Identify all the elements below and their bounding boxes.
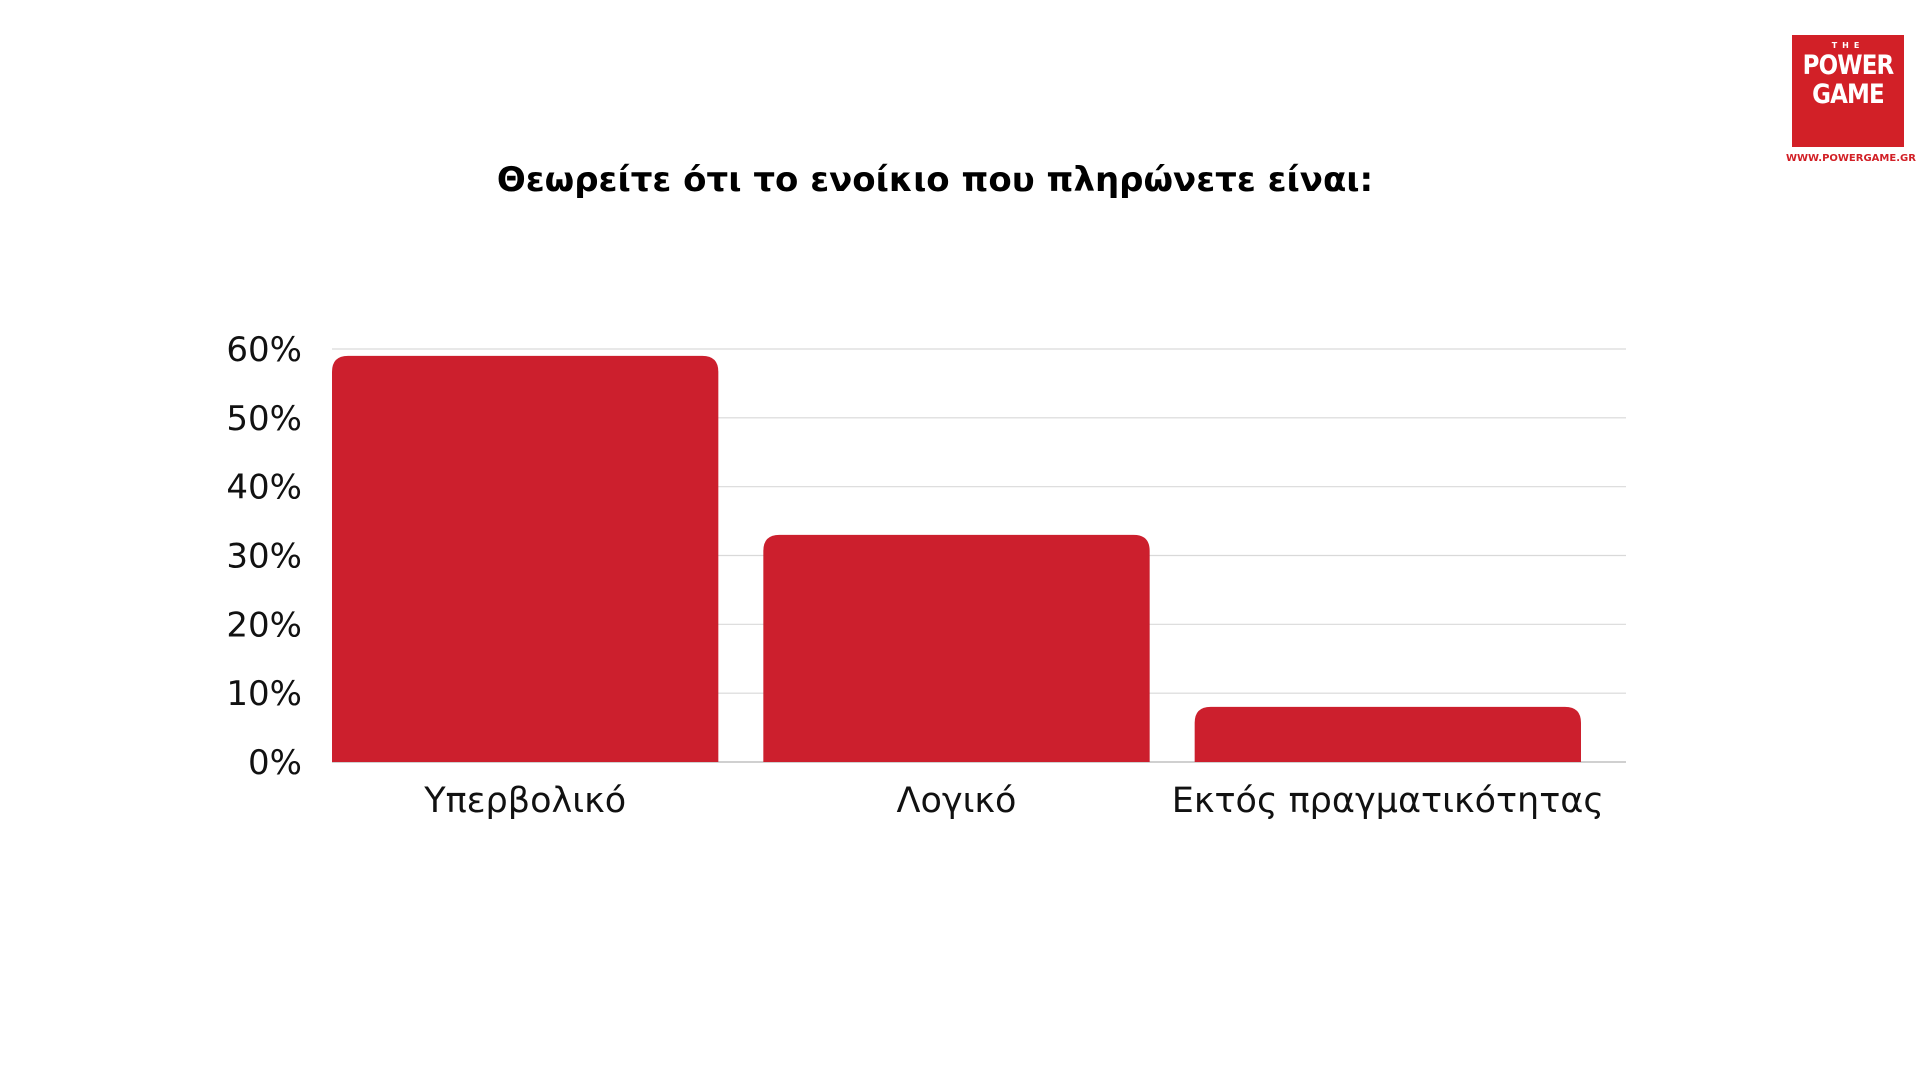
y-tick-label: 10% bbox=[226, 674, 302, 714]
y-tick-label: 20% bbox=[226, 605, 302, 645]
logo-url: WWW.POWERGAME.GR bbox=[1786, 153, 1916, 164]
bar-3 bbox=[1194, 706, 1581, 762]
y-tick-label: 40% bbox=[226, 468, 302, 508]
chart-title: Θεωρείτε ότι το ενοίκιο που πληρώνετε εί… bbox=[496, 160, 1374, 200]
x-category-label: Υπερβολικό bbox=[423, 781, 626, 821]
logo-game-text: GAME bbox=[1812, 79, 1885, 110]
y-tick-label: 30% bbox=[226, 537, 302, 577]
power-game-logo: THE POWER GAME bbox=[1792, 35, 1904, 147]
y-tick-label: 0% bbox=[248, 743, 302, 783]
logo-the-text: THE bbox=[1831, 41, 1865, 50]
x-category-label: Λογικό bbox=[897, 781, 1017, 821]
x-category-label: Εκτός πραγματικότητας bbox=[1172, 781, 1604, 821]
logo-power-text: POWER bbox=[1802, 50, 1895, 81]
y-tick-label: 50% bbox=[226, 399, 302, 439]
y-tick-label: 60% bbox=[226, 330, 302, 370]
bar-1 bbox=[332, 355, 719, 762]
bar-2 bbox=[763, 534, 1150, 762]
